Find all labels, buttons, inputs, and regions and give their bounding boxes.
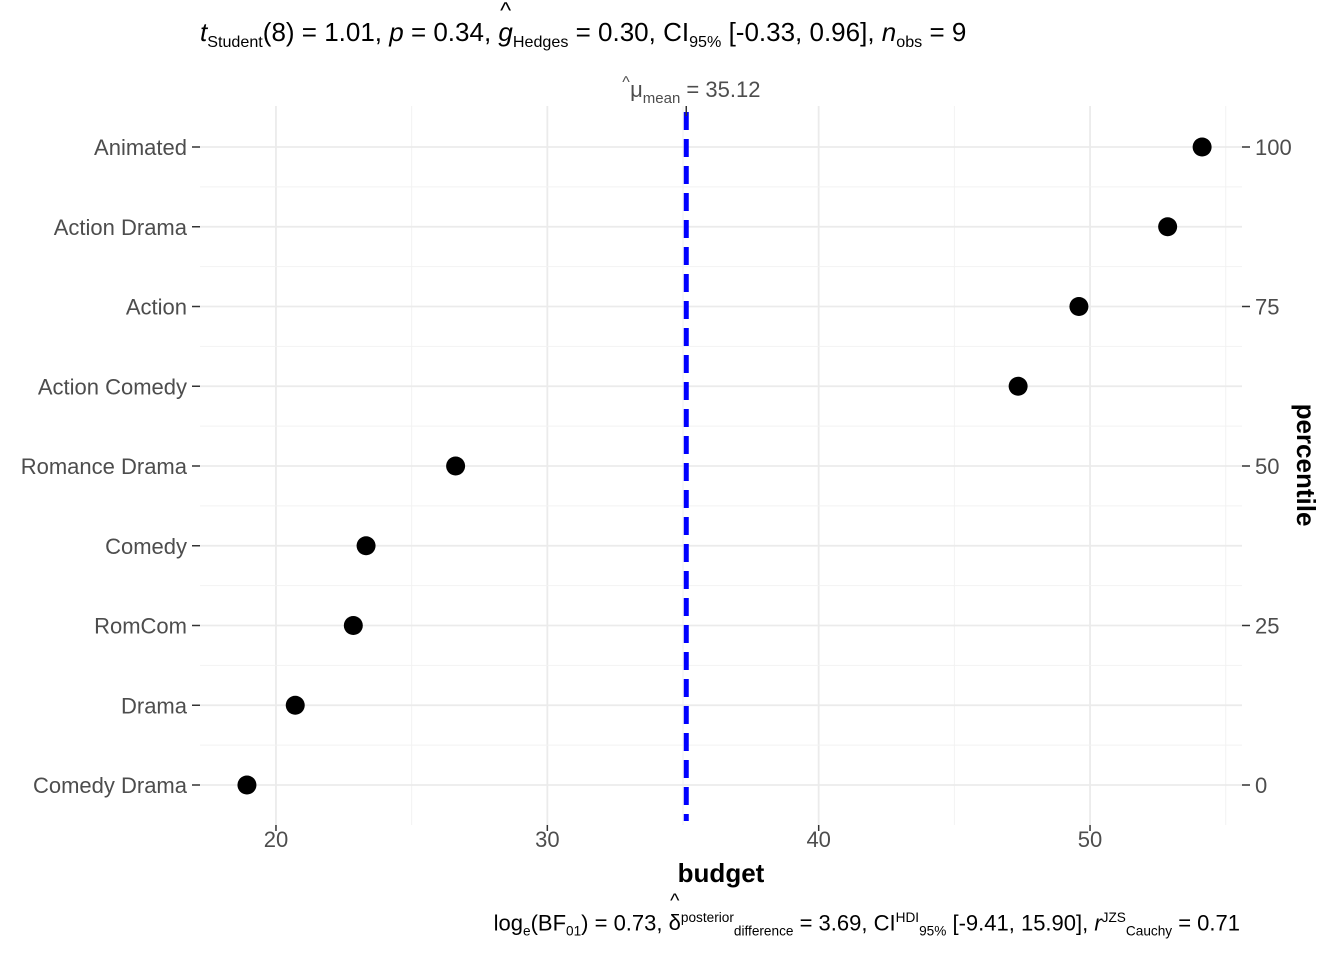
- category-label: Drama: [121, 693, 188, 718]
- caption-part: difference: [733, 923, 794, 939]
- subtitle-part: = 0.30, CI: [568, 17, 690, 47]
- subtitle-part: obs: [896, 33, 923, 52]
- subtitle-part: t: [200, 17, 208, 47]
- percentile-tick-label: 50: [1255, 454, 1279, 479]
- category-label: Action Drama: [54, 215, 188, 240]
- category-label: Comedy: [105, 534, 187, 559]
- mean-label-sub: mean: [643, 90, 681, 107]
- data-point: [1008, 376, 1028, 396]
- caption-part: ) = 0.73,: [581, 910, 669, 936]
- category-label: Action: [126, 295, 187, 320]
- category-label: Action Comedy: [38, 374, 187, 399]
- caption-part: JZS: [1101, 910, 1126, 925]
- hat-mark: ^: [670, 890, 680, 913]
- data-point: [1192, 137, 1212, 157]
- caption-part: = 3.69, CI: [793, 910, 896, 936]
- subtitle-part: = 0.34,: [403, 17, 499, 47]
- subtitle-part: Hedges: [512, 33, 569, 52]
- subtitle-part: = 9: [922, 17, 967, 47]
- category-label: Comedy Drama: [33, 773, 188, 798]
- subtitle-part: n: [881, 17, 897, 47]
- percentile-tick-labels: 0 25 50 75 100: [1242, 135, 1292, 798]
- x-tick-label: 50: [1078, 827, 1102, 852]
- category-label: Romance Drama: [21, 454, 188, 479]
- caption-part: HDI: [895, 910, 920, 925]
- subtitle-part: Student: [207, 33, 263, 52]
- data-point: [343, 616, 363, 635]
- subtitle-part: (8) = 1.01,: [262, 17, 390, 47]
- x-tick-label: 30: [535, 827, 559, 852]
- subtitle-hat-symbol: g ^: [498, 0, 513, 52]
- data-point: [285, 695, 305, 715]
- caption-part: e: [522, 923, 531, 939]
- caption-hat-symbol: δ ^: [668, 892, 681, 943]
- subtitle-part: p: [389, 17, 404, 47]
- hat-mark: ^: [500, 0, 512, 24]
- category-label: Animated: [94, 135, 187, 160]
- subtitle-part: g: [498, 17, 513, 47]
- subtitle-part: 95%: [689, 33, 722, 52]
- percentile-tick-label: 25: [1255, 614, 1279, 639]
- caption-part: r: [1094, 910, 1102, 936]
- grid-lines: [200, 106, 1242, 825]
- mean-label-symbol: μ: [630, 77, 643, 102]
- caption-part: 95%: [919, 923, 947, 939]
- caption-part: 01: [566, 923, 582, 939]
- category-labels: Comedy Drama Drama RomCom Comedy Romance Dra…: [21, 135, 200, 798]
- mean-line-group: μmean = 35.12^: [622, 74, 760, 821]
- right-axis-label: percentile: [1291, 404, 1321, 527]
- mean-label-value: = 35.12: [680, 77, 760, 102]
- chart-caption: loge(BF01) = 0.73, δ ^ posteriordifference…: [493, 892, 1240, 952]
- percentile-tick-label: 100: [1255, 135, 1292, 160]
- data-point: [446, 456, 466, 476]
- data-point: [1158, 217, 1178, 237]
- percentile-tick-label: 0: [1255, 773, 1267, 798]
- x-axis-label: budget: [678, 858, 765, 888]
- caption-part: log: [493, 910, 523, 936]
- data-points: [237, 137, 1212, 795]
- mean-label-hat: ^: [622, 74, 630, 91]
- data-point: [237, 775, 257, 795]
- chart-subtitle: tStudent(8) = 1.01, p = 0.34, g ^ Hedges =…: [200, 0, 967, 62]
- caption-part: (BF: [530, 910, 567, 936]
- subtitle-part: [-0.33, 0.96],: [721, 17, 882, 47]
- percentile-tick-label: 75: [1255, 295, 1279, 320]
- x-tick-label: 20: [264, 827, 288, 852]
- data-point: [356, 536, 376, 556]
- category-label: RomCom: [94, 614, 187, 639]
- x-tick-labels: 20 30 40 50: [264, 825, 1102, 852]
- mean-label: μmean = 35.12: [630, 77, 760, 107]
- caption-part: [-9.41, 15.90],: [946, 910, 1095, 936]
- caption-part: Cauchy: [1125, 923, 1173, 939]
- caption-part: posterior: [680, 910, 734, 925]
- x-tick-label: 40: [806, 827, 830, 852]
- data-point: [1069, 297, 1089, 316]
- caption-part: δ: [668, 910, 681, 936]
- caption-part: = 0.71: [1172, 910, 1240, 936]
